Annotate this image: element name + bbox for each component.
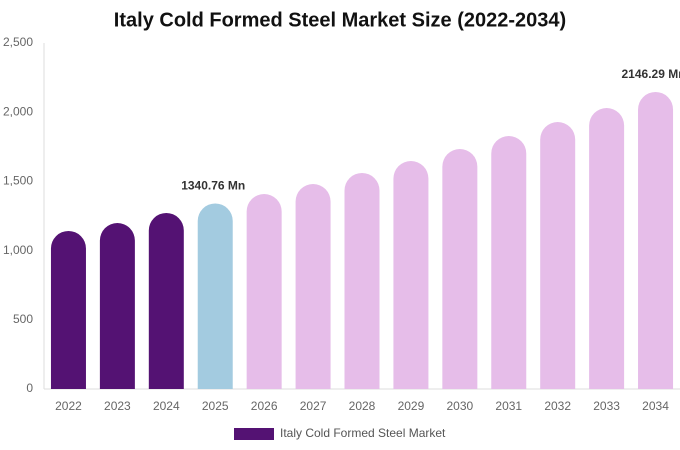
x-tick-label: 2029: [398, 399, 425, 413]
data-label: 2146.29 Mn: [622, 67, 680, 81]
x-tick-label: 2025: [202, 399, 229, 413]
legend-label: Italy Cold Formed Steel Market: [280, 426, 446, 440]
x-tick-label: 2032: [544, 399, 571, 413]
bar: [50, 230, 86, 389]
bar: [442, 149, 478, 389]
bar: [148, 212, 184, 389]
bar: [589, 108, 625, 389]
bar: [638, 91, 674, 390]
data-label: 1340.76 Mn: [181, 179, 245, 193]
y-tick-label: 500: [13, 312, 33, 326]
x-tick-label: 2022: [55, 399, 82, 413]
x-tick-label: 2027: [300, 399, 327, 413]
x-tick-label: 2024: [153, 399, 180, 413]
x-tick-label: 2034: [642, 399, 669, 413]
bar: [99, 223, 135, 389]
y-tick-label: 0: [26, 381, 33, 395]
y-tick-label: 2,000: [3, 104, 33, 118]
x-tick-label: 2030: [446, 399, 473, 413]
bar: [246, 193, 282, 389]
y-tick-label: 2,500: [3, 35, 33, 49]
bar: [344, 172, 380, 389]
bar: [295, 184, 331, 389]
x-tick-label: 2033: [593, 399, 620, 413]
y-tick-label: 1,500: [3, 174, 33, 188]
bar: [540, 122, 576, 389]
legend-swatch: [234, 428, 274, 440]
x-tick-label: 2031: [495, 399, 522, 413]
x-tick-label: 2026: [251, 399, 278, 413]
x-tick-label: 2023: [104, 399, 131, 413]
chart-title: Italy Cold Formed Steel Market Size (202…: [114, 9, 566, 31]
x-tick-label: 2028: [349, 399, 376, 413]
y-tick-label: 1,000: [3, 243, 33, 257]
bar: [393, 161, 429, 389]
bar: [491, 136, 527, 389]
bar: [197, 203, 233, 389]
